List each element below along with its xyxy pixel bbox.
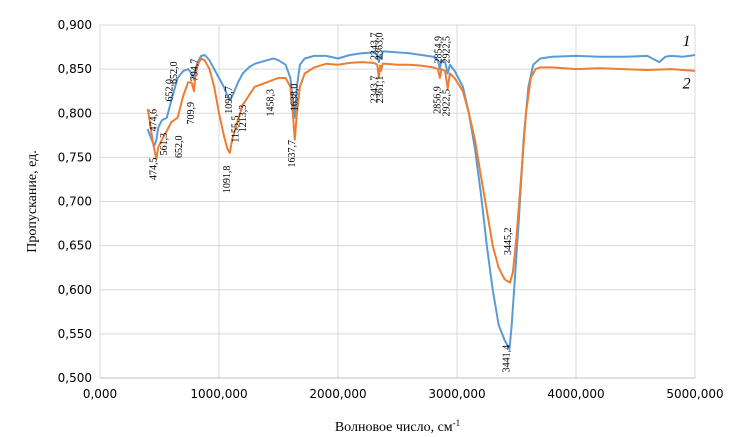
y-tick-label: 0,700 [58, 195, 92, 209]
y-tick-label: 0,550 [58, 327, 92, 341]
peak-label: 1095,7 [224, 86, 235, 114]
peak-label: 1458,3 [266, 89, 277, 117]
peak-label: 3441,4 [502, 345, 513, 373]
series-layer [146, 50, 696, 350]
y-axis-title: Пропускание, ед. [25, 150, 40, 252]
y-tick-label: 0,850 [58, 62, 92, 76]
peak-label: 2361,1 [375, 76, 386, 104]
series-line-2 [146, 57, 696, 284]
series-label-1: 1 [683, 33, 691, 50]
series-label-2: 2 [683, 76, 691, 93]
peak-label: 2922,5 [441, 36, 452, 64]
x-tick-label: 3000,000 [428, 387, 485, 401]
y-axis-ticks: 0,500 0,550 0,600 0,650 0,700 0,750 0,800 0,850… [58, 18, 92, 385]
x-tick-label: 4000,000 [547, 387, 604, 401]
peak-label: 1091,8 [222, 166, 233, 194]
x-axis-ticks: 0,000 1000,000 2000,000 3000,000 4000,000 500… [83, 387, 724, 401]
x-tick-label: 0,000 [83, 387, 117, 401]
peak-label: 2856,9 [432, 86, 443, 114]
peak-label: 652,0 [169, 61, 180, 84]
peak-label: 2343,7 [369, 76, 380, 104]
y-tick-label: 0,650 [58, 239, 92, 253]
peak-label: 2343,7 [369, 32, 380, 60]
y-tick-label: 0,600 [58, 283, 92, 297]
peak-label: 652,0 [164, 79, 175, 102]
peak-label: 1213,3 [238, 105, 249, 133]
peak-label: 2363,0 [375, 32, 386, 60]
y-tick-label: 0,800 [58, 106, 92, 120]
x-tick-label: 1000,000 [190, 387, 247, 401]
peak-label: 2922,5 [441, 89, 452, 117]
peak-label: 561,3 [159, 133, 170, 156]
x-tick-label: 5000,000 [666, 387, 723, 401]
x-axis-title-text: Волновое число, см [335, 420, 453, 435]
peak-label: 794,7 [190, 59, 201, 82]
x-tick-label: 2000,000 [309, 387, 366, 401]
peak-label: 652,0 [174, 136, 185, 159]
peak-label: 1638,0 [290, 84, 301, 112]
y-tick-label: 0,750 [58, 150, 92, 164]
x-axis-title-sup: -1 [453, 418, 461, 428]
peak-label: 709,9 [186, 102, 197, 125]
x-axis-title: Волновое число, см-1 [335, 418, 460, 435]
peak-label: 2854,9 [433, 36, 444, 64]
series-labels: 12 [683, 33, 691, 92]
peak-label: 3445,2 [503, 227, 514, 255]
peak-label: 474,5 [148, 158, 159, 181]
peak-label: 474,6 [148, 109, 159, 132]
peak-label: 1155,5 [231, 116, 242, 143]
y-tick-label: 0,500 [58, 371, 92, 385]
grid-lines [99, 24, 696, 379]
peak-label: 1637,7 [287, 140, 298, 168]
y-tick-label: 0,900 [58, 18, 92, 32]
